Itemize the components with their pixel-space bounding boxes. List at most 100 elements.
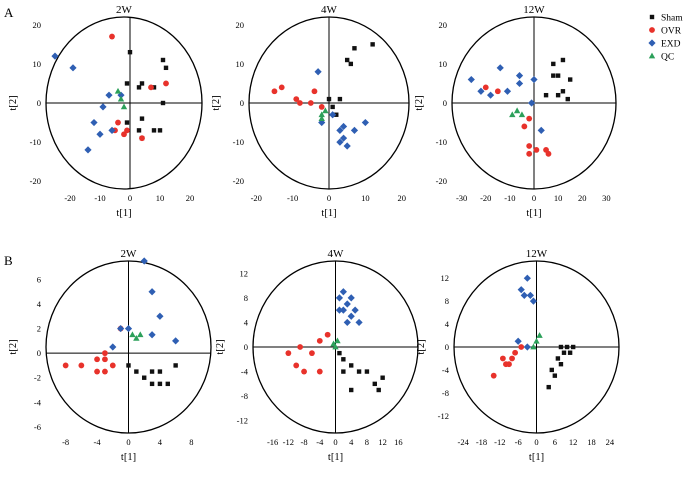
series-exd <box>109 257 180 351</box>
y-tick-label: 4 <box>445 319 450 329</box>
x-tick-label: 16 <box>394 437 403 447</box>
series-sham <box>124 49 169 141</box>
legend-item-sham: Sham <box>649 14 683 24</box>
data-point-exd <box>339 306 347 314</box>
series-ovr <box>271 84 325 110</box>
data-point-exd <box>514 337 522 345</box>
x-tick-label: 10 <box>361 193 370 203</box>
y-tick-label: 10 <box>236 59 245 69</box>
data-point-ovr <box>163 80 169 87</box>
data-point-sham <box>372 381 377 387</box>
data-point-exd <box>156 312 164 320</box>
data-point-ovr <box>521 123 528 130</box>
legend-marker-exd <box>648 39 656 47</box>
data-point-ovr <box>62 362 69 369</box>
data-point-ovr <box>115 119 121 126</box>
plot-title: 4W <box>321 4 338 16</box>
data-point-exd <box>496 64 504 72</box>
data-point-ovr <box>316 337 323 344</box>
data-point-exd <box>343 318 351 327</box>
legend: Sham OVR EXD QC <box>648 14 683 63</box>
plot-title: 12W <box>526 248 548 260</box>
data-point-ovr <box>285 350 292 357</box>
data-point-exd <box>515 72 524 80</box>
data-point-exd <box>339 134 348 142</box>
data-point-qc <box>533 337 540 344</box>
data-point-ovr <box>109 362 116 369</box>
data-point-exd <box>339 122 348 131</box>
y-tick-label: 10 <box>33 59 42 69</box>
data-point-ovr <box>121 131 127 138</box>
data-point-ovr <box>278 84 285 91</box>
data-point-sham <box>555 92 561 98</box>
x-tick-label: -8 <box>301 437 308 447</box>
data-point-exd <box>530 75 538 84</box>
x-axis-label: t[1] <box>328 452 343 463</box>
data-point-sham <box>139 116 145 121</box>
data-point-sham <box>173 363 178 368</box>
x-tick-label: -10 <box>287 193 298 203</box>
data-point-sham <box>349 387 354 393</box>
x-tick-label: 4 <box>158 437 163 447</box>
data-point-ovr <box>526 115 533 122</box>
x-tick-label: 24 <box>606 437 615 447</box>
data-point-ovr <box>297 100 303 106</box>
data-point-ovr <box>139 135 145 142</box>
data-point-ovr <box>526 150 533 157</box>
y-axis-label: t[2] <box>211 95 222 110</box>
data-point-ovr <box>102 368 108 375</box>
data-point-qc <box>120 103 128 110</box>
data-point-ovr <box>509 355 515 362</box>
y-tick-label: -12 <box>438 411 449 421</box>
plot-title: 2W <box>116 4 133 16</box>
y-tick-label: 12 <box>240 268 249 278</box>
data-point-exd <box>529 297 538 305</box>
y-tick-label: -10 <box>233 137 244 147</box>
plot-a-12w: -30 -20 -10 0 10 20 30 -20 -10 0 10 20 12W t[1] t[2] <box>414 4 617 219</box>
data-point-exd <box>84 146 92 154</box>
data-point-exd <box>361 118 369 127</box>
data-point-sham <box>560 89 566 94</box>
data-point-sham <box>344 57 350 63</box>
data-point-sham <box>341 357 346 362</box>
y-tick-label: 0 <box>244 342 248 352</box>
x-axis-label: t[1] <box>529 452 544 463</box>
series-sham <box>337 350 385 393</box>
plot-a-4w: -20 -10 0 10 20 -20 -10 0 10 20 4W t[1] t[2] <box>211 4 410 219</box>
x-tick-label: -4 <box>316 437 324 447</box>
x-axis-label: t[1] <box>526 208 541 219</box>
data-point-sham <box>380 375 385 380</box>
y-tick-label: 0 <box>240 98 244 108</box>
x-tick-label: -16 <box>267 437 278 447</box>
x-tick-label: -18 <box>476 437 487 447</box>
data-point-exd <box>318 118 326 127</box>
data-point-ovr <box>293 96 300 102</box>
x-tick-label: -8 <box>62 437 69 447</box>
data-point-sham <box>364 369 370 374</box>
y-tick-label: -6 <box>34 422 41 432</box>
data-point-sham <box>157 369 163 374</box>
x-axis-label: t[1] <box>321 208 336 219</box>
x-tick-label: -12 <box>494 437 505 447</box>
data-point-qc <box>322 107 329 114</box>
data-point-sham <box>151 85 157 90</box>
data-point-ovr <box>316 368 323 375</box>
y-tick-label: -20 <box>233 176 244 186</box>
data-point-ovr <box>545 150 552 157</box>
legend-marker-sham <box>649 14 655 20</box>
data-point-ovr <box>297 344 304 350</box>
data-point-qc <box>318 115 325 122</box>
y-tick-label: 20 <box>236 20 245 30</box>
y-axis-label: t[2] <box>215 339 226 354</box>
data-point-exd <box>148 288 156 296</box>
legend-marker-shape <box>649 27 655 33</box>
data-point-ovr <box>490 372 497 379</box>
data-point-sham <box>124 120 130 125</box>
data-point-sham <box>127 49 133 55</box>
data-point-exd <box>124 324 133 333</box>
data-point-sham <box>326 96 332 102</box>
y-tick-label: -4 <box>34 397 42 407</box>
data-point-exd <box>329 111 337 119</box>
data-point-ovr <box>324 331 331 338</box>
data-point-exd <box>523 274 531 282</box>
